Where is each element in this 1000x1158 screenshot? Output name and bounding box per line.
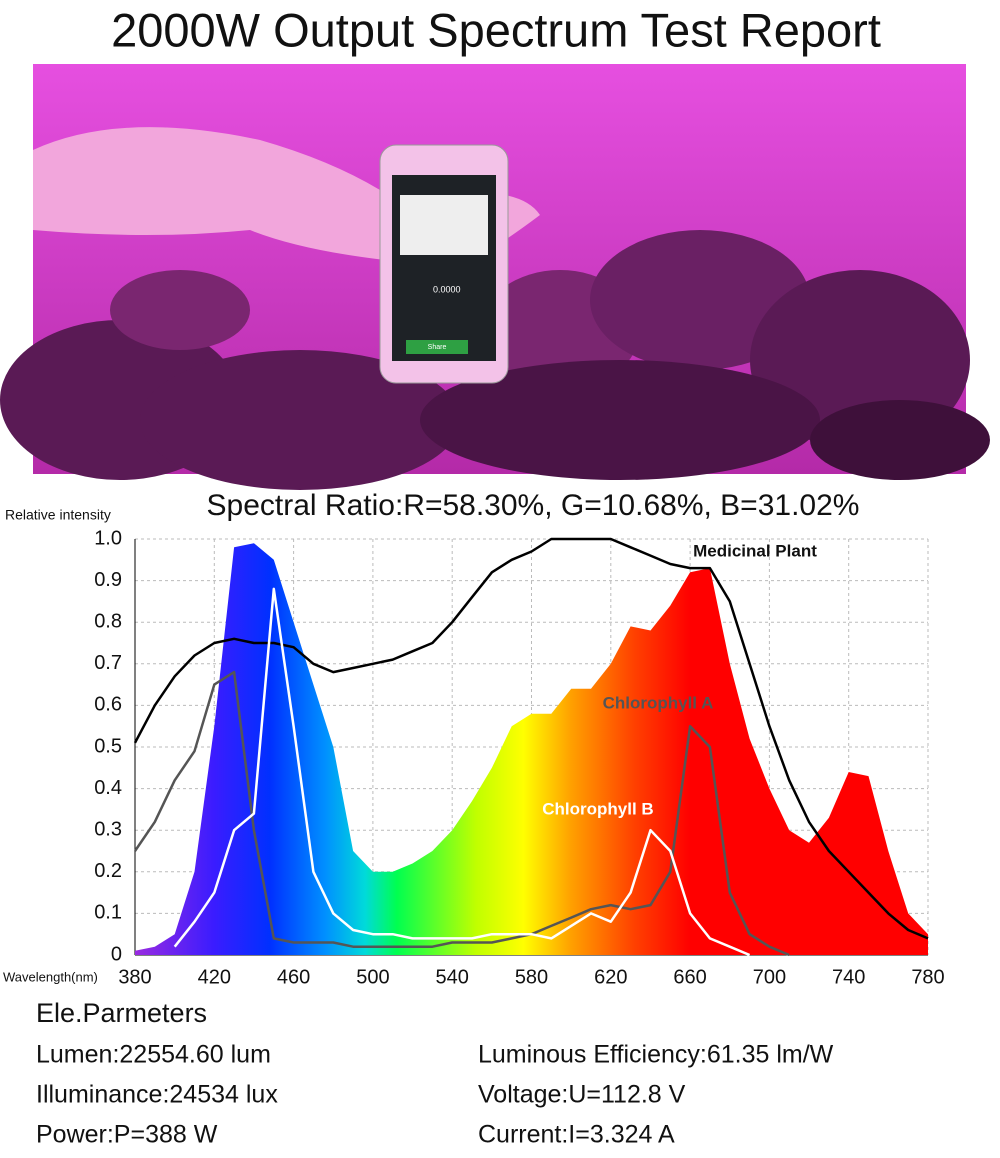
x-tick-label: 380 [118,966,151,988]
y-tick-label: 0.7 [94,652,122,674]
y-tick-label: 0.3 [94,818,122,840]
parameters: Ele.Parmeters Lumen:22554.60 lum Illumin… [36,998,834,1148]
x-tick-label: 580 [515,966,548,988]
x-tick-label: 740 [832,966,865,988]
parameter: Power:P=388 W [36,1121,218,1149]
screen-value: 0.0000 [433,284,461,294]
y-tick-label: 1.0 [94,527,122,549]
screen-chart [400,195,488,255]
y-tick-label: 0 [111,943,122,965]
hand [33,127,385,260]
y-tick-label: 0.2 [94,860,122,882]
screen-button-label: Share [428,344,447,351]
series-line [133,670,790,957]
y-tick-label: 0.9 [94,569,122,591]
x-tick-label: 500 [356,966,389,988]
x-tick-label: 420 [198,966,231,988]
x-axis-label: Wavelength(nm) [3,969,98,984]
photo: 0.0000 Share [0,64,990,490]
series-label: Chlorophyll B [542,799,653,818]
plot: 0 0.1 0.2 0.3 0.4 0.5 0.6 0.7 0.8 0.9 1.0 380 420 460… [94,527,945,988]
parameter: Illuminance:24534 lux [36,1081,278,1109]
x-tick-label: 700 [753,966,786,988]
x-tick-label: 780 [911,966,944,988]
x-tick-label: 660 [673,966,706,988]
y-tick-label: 0.5 [94,735,122,757]
y-tick-label: 0.4 [94,777,122,799]
spectrum-area [135,543,928,955]
parameters-heading: Ele.Parmeters [36,998,207,1028]
y-tick-label: 0.1 [94,902,122,924]
y-axis-label: Relative intensity [5,507,111,523]
parameter: Luminous Efficiency:61.35 lm/W [478,1041,834,1069]
parameter: Voltage:U=112.8 V [478,1081,686,1109]
leaves [0,230,990,490]
y-tick-label: 0.8 [94,610,122,632]
page-title: 2000W Output Spectrum Test Report [111,3,881,56]
series-label: Medicinal Plant [693,541,817,560]
x-tick-label: 620 [594,966,627,988]
series-line [133,537,929,940]
thumb [505,195,540,240]
x-tick-label: 460 [277,966,310,988]
parameter: Lumen:22554.60 lum [36,1041,271,1069]
parameter: Current:I=3.324 A [478,1121,675,1149]
series-label: Chlorophyll A [603,693,714,712]
y-tick-label: 0.6 [94,694,122,716]
screen-button [406,340,468,354]
series-line [173,587,751,957]
x-tick-label: 540 [436,966,469,988]
chart-subtitle: Spectral Ratio:R=58.30%, G=10.68%, B=31.… [207,489,860,522]
